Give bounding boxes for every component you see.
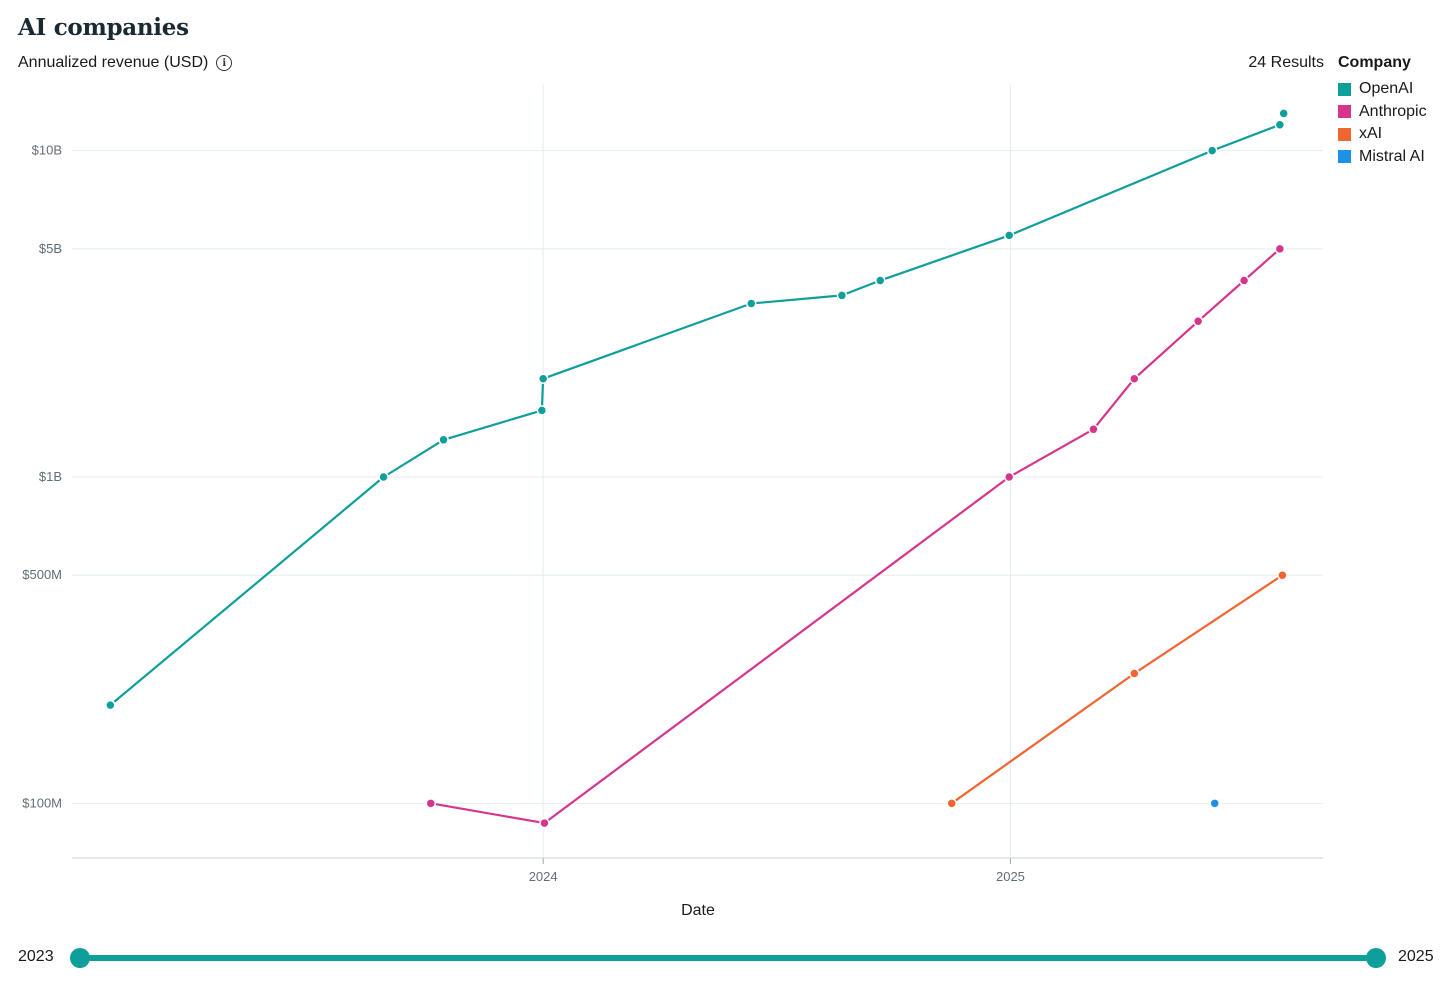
data-point-openai: [536, 405, 548, 416]
data-point-xai: [946, 798, 957, 809]
data-point-openai: [438, 434, 449, 446]
data-point-anthropic: [1129, 373, 1140, 384]
legend-swatch: [1338, 127, 1351, 141]
info-icon[interactable]: i: [216, 55, 233, 71]
legend-title: Company: [1338, 54, 1411, 71]
data-point-anthropic: [1274, 243, 1286, 255]
data-point-xai: [1129, 668, 1140, 679]
data-point-xai: [1277, 569, 1288, 581]
slider-track[interactable]: [80, 955, 1376, 961]
chart-title: AI companies: [18, 14, 189, 41]
series-line-xai: [951, 574, 1284, 805]
legend-swatch: [1338, 150, 1351, 164]
legend-label: xAI: [1359, 125, 1383, 143]
legend-item-openai[interactable]: OpenAI: [1338, 78, 1427, 101]
data-point-openai: [1278, 108, 1289, 119]
data-point-openai: [746, 298, 757, 309]
legend-item-mistral-ai[interactable]: Mistral AI: [1338, 146, 1427, 169]
y-tick-label: $5B: [39, 241, 62, 256]
data-point-openai: [1274, 119, 1286, 131]
y-tick-label: $500M: [22, 567, 62, 582]
x-tick-label: 2025: [996, 869, 1025, 884]
y-tick-label: $100M: [22, 795, 62, 810]
data-point-mistral-ai: [1209, 798, 1220, 809]
data-point-openai: [874, 275, 886, 286]
data-point-anthropic: [1088, 424, 1099, 435]
legend-label: Anthropic: [1359, 102, 1427, 120]
series-line-anthropic: [430, 248, 1281, 825]
y-tick-label: $1B: [39, 469, 62, 484]
y-tick-label: $10B: [32, 143, 62, 158]
legend-swatch: [1338, 105, 1351, 119]
data-point-openai: [1206, 145, 1218, 156]
legend-item-xai[interactable]: xAI: [1338, 123, 1427, 146]
data-point-openai: [378, 471, 389, 483]
legend-swatch: [1338, 82, 1351, 96]
data-point-anthropic: [1192, 316, 1204, 327]
data-point-anthropic: [425, 798, 437, 809]
legend-label: OpenAI: [1359, 80, 1414, 98]
data-point-openai: [105, 699, 116, 711]
data-point-anthropic: [539, 817, 550, 829]
slider-start-label: 2023: [18, 948, 54, 965]
legend-item-anthropic[interactable]: Anthropic: [1338, 101, 1427, 124]
data-point-openai: [836, 290, 848, 301]
legend: Company OpenAI Anthropic xAI Mistral AI: [1338, 54, 1427, 168]
legend-label: Mistral AI: [1359, 147, 1425, 165]
slider-end-handle[interactable]: [1366, 948, 1386, 968]
chart-subtitle: Annualized revenue (USD) i: [18, 54, 233, 72]
slider-start-handle[interactable]: [70, 948, 90, 968]
date-range-slider[interactable]: 2023 2025: [0, 940, 1456, 976]
x-axis-title: Date: [681, 902, 715, 919]
line-chart: $100M $500M $1B $5B $10B 2024 2025 Date: [22, 84, 1323, 919]
subtitle-text: Annualized revenue (USD): [18, 54, 209, 71]
results-count: 24 Results: [1248, 54, 1324, 71]
data-point-openai: [537, 373, 549, 384]
data-point-anthropic: [1238, 275, 1250, 286]
data-point-openai: [1003, 230, 1015, 241]
x-tick-label: 2024: [529, 869, 558, 884]
data-point-anthropic: [1003, 471, 1015, 483]
slider-end-label: 2025: [1398, 948, 1434, 965]
legend-items: OpenAI Anthropic xAI Mistral AI: [1338, 78, 1427, 168]
